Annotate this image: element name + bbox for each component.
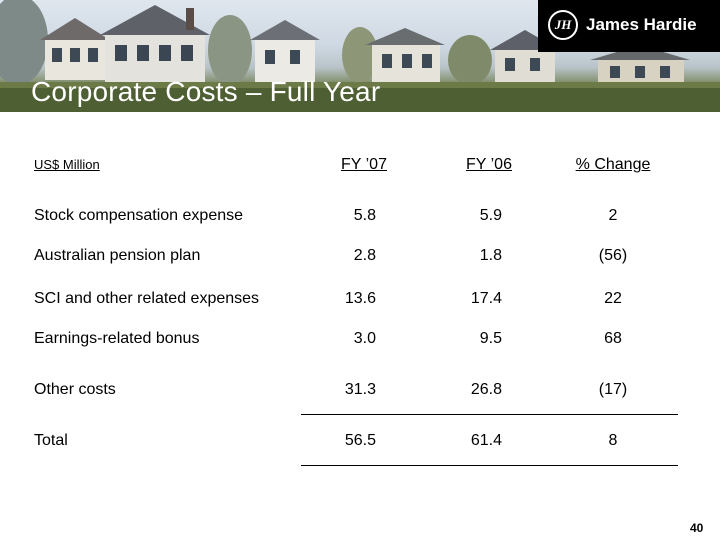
row-label: Stock compensation expense bbox=[34, 207, 244, 224]
total-rule bbox=[301, 465, 678, 466]
row-label: Other costs bbox=[34, 381, 116, 398]
row-fy07: 5.8 bbox=[353, 207, 376, 224]
column-header-fy07: FY ’07 bbox=[341, 156, 387, 173]
unit-label: US$ Million bbox=[34, 157, 100, 172]
row-fy06: 26.8 bbox=[470, 381, 502, 398]
row-label: Earnings-related bonus bbox=[34, 330, 200, 347]
row-change: 68 bbox=[604, 330, 622, 347]
total-label: Total bbox=[34, 432, 68, 449]
row-fy07: 31.3 bbox=[344, 381, 376, 398]
row-fy06: 17.4 bbox=[470, 290, 502, 307]
page-number: 40 bbox=[690, 521, 704, 535]
total-fy07: 56.5 bbox=[344, 432, 376, 449]
row-change: (17) bbox=[598, 381, 628, 398]
total-change: 8 bbox=[608, 432, 618, 449]
row-fy06: 9.5 bbox=[479, 330, 502, 347]
row-label: SCI and other related expenses bbox=[34, 290, 260, 307]
total-fy06: 61.4 bbox=[470, 432, 502, 449]
row-fy07: 2.8 bbox=[353, 247, 376, 264]
subtotal-rule bbox=[301, 414, 678, 415]
row-fy07: 13.6 bbox=[344, 290, 376, 307]
row-change: (56) bbox=[598, 247, 628, 264]
row-fy07: 3.0 bbox=[353, 330, 376, 347]
page-title: Corporate Costs – Full Year bbox=[31, 76, 381, 107]
column-header-fy06: FY ’06 bbox=[466, 156, 512, 173]
brand-name: James Hardie bbox=[586, 15, 697, 34]
james-hardie-logo: JH James Hardie bbox=[538, 0, 720, 52]
row-change: 22 bbox=[604, 290, 622, 307]
jh-emblem-icon: JH bbox=[548, 10, 578, 40]
row-label: Australian pension plan bbox=[34, 247, 201, 264]
houses-photo bbox=[0, 0, 720, 112]
row-change: 2 bbox=[608, 207, 618, 224]
column-header-change: % Change bbox=[575, 156, 651, 173]
row-fy06: 5.9 bbox=[479, 207, 502, 224]
row-fy06: 1.8 bbox=[479, 247, 502, 264]
